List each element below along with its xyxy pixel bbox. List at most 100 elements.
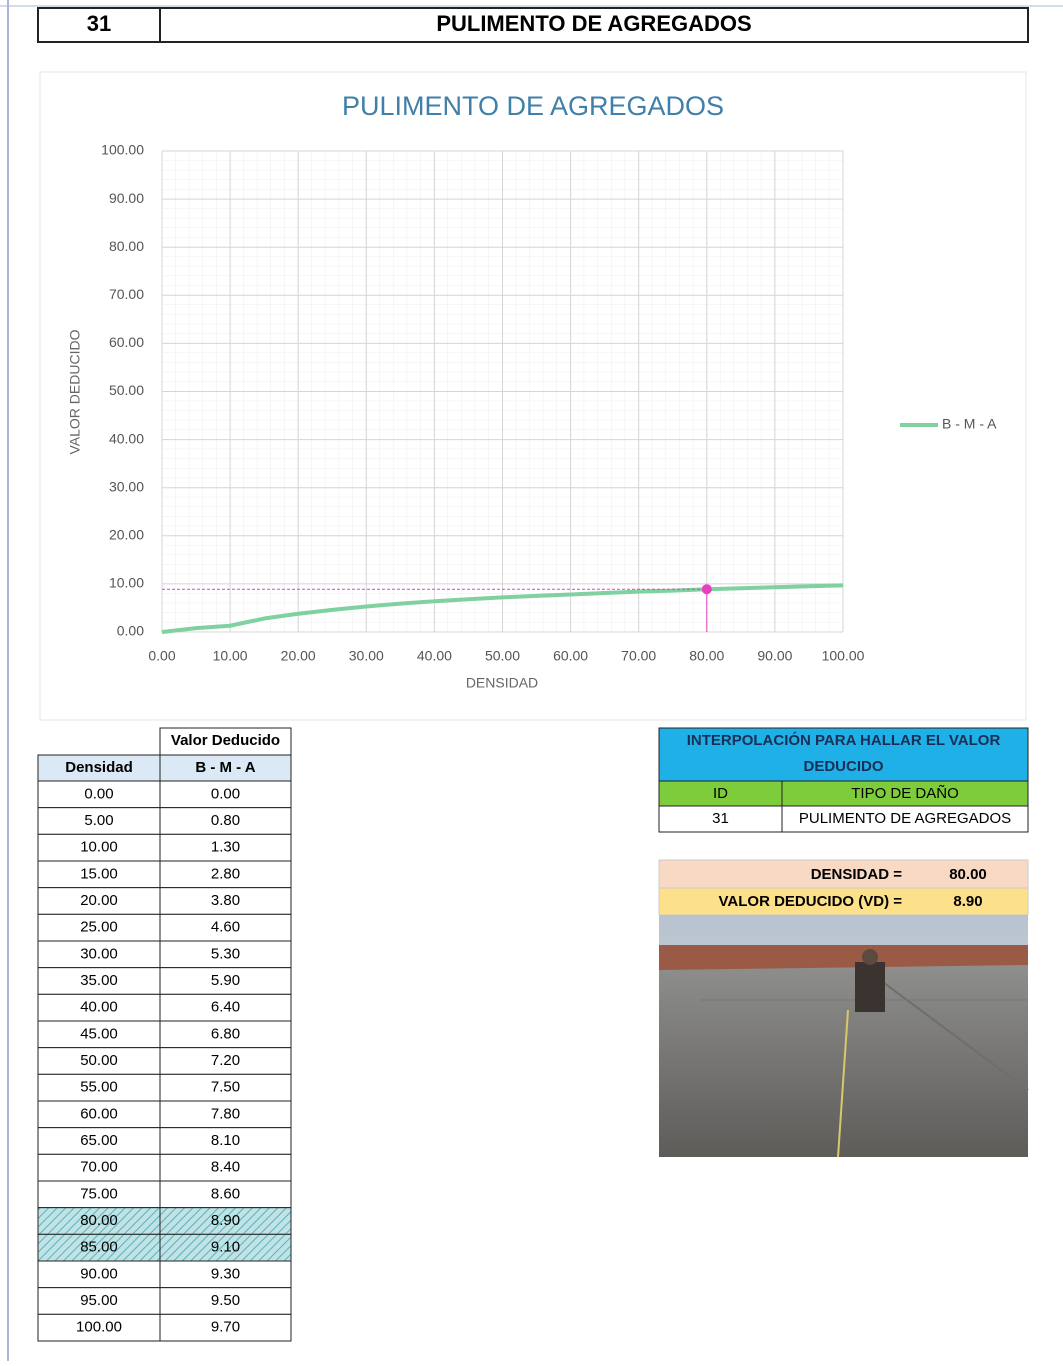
cell-text: 7.80 [211, 1105, 240, 1122]
cell-text: 8.10 [211, 1132, 240, 1149]
y-tick-label: 50.00 [109, 382, 144, 398]
interp-value: 31 [712, 810, 729, 827]
cell-text: 10.00 [80, 839, 118, 856]
header: 31 PULIMENTO DE AGREGADOS [37, 7, 1029, 43]
cell-text: 25.00 [80, 919, 118, 936]
interp-cell [658, 805, 783, 833]
photo-floor [659, 965, 1028, 1157]
cell [159, 1233, 292, 1262]
cell-text: 40.00 [80, 999, 118, 1016]
cell-text: 15.00 [80, 865, 118, 882]
cell-text: 6.40 [211, 999, 240, 1016]
header-title: PULIMENTO DE AGREGADOS [436, 11, 751, 36]
cell-text: 1.30 [211, 839, 240, 856]
cell-text: 60.00 [80, 1105, 118, 1122]
cell [159, 807, 292, 835]
column-header: Densidad [65, 759, 133, 776]
cell [159, 913, 292, 942]
cell [159, 887, 292, 915]
cell-text: 5.30 [211, 945, 240, 962]
x-tick-label: 30.00 [349, 648, 384, 664]
column-header: B - M - A [195, 759, 255, 776]
cell [159, 993, 292, 1022]
interp-title-bg [658, 727, 1029, 782]
cell [159, 1153, 292, 1182]
x-tick-label: 20.00 [281, 648, 316, 664]
x-tick-label: 50.00 [485, 648, 520, 664]
photo-wall [659, 945, 1028, 970]
vd-value: 8.90 [953, 893, 982, 910]
cell-text: 9.10 [211, 1239, 240, 1256]
y-tick-label: 90.00 [109, 190, 144, 206]
cell [37, 913, 161, 942]
x-tick-label: 90.00 [757, 648, 792, 664]
density-label: DENSIDAD = [811, 866, 903, 883]
cell-text: 8.90 [211, 1212, 240, 1229]
interp-column: TIPO DE DAÑO [851, 785, 959, 802]
cell-text: 2.80 [211, 865, 240, 882]
cell [37, 1313, 161, 1342]
cell-text: 6.80 [211, 1025, 240, 1042]
cell [37, 1127, 161, 1155]
header-cell [37, 754, 161, 782]
cell-text: 45.00 [80, 1025, 118, 1042]
cell [159, 1180, 292, 1209]
interp-title: INTERPOLACIÓN PARA HALLAR EL VALOR DEDUCI… [687, 731, 1001, 775]
cell-text: 90.00 [80, 1265, 118, 1282]
y-tick-label: 100.00 [101, 142, 144, 158]
y-axis-label: VALOR DEDUCIDO [67, 329, 83, 454]
y-tick-label: 0.00 [117, 623, 144, 639]
cell-text: 8.40 [211, 1159, 240, 1176]
legend-label: B - M - A [942, 416, 997, 432]
y-tick-label: 10.00 [109, 575, 144, 591]
header-box [37, 7, 1029, 43]
cell [37, 993, 161, 1022]
cell [159, 1207, 292, 1235]
y-tick-label: 80.00 [109, 238, 144, 254]
cell-text: 70.00 [80, 1159, 118, 1176]
cell-text: 5.00 [84, 812, 113, 829]
photo-person [855, 962, 885, 1012]
photo-tape [837, 1009, 849, 1158]
y-tick-label: 40.00 [109, 430, 144, 446]
x-tick-label: 80.00 [689, 648, 724, 664]
cell-text: 0.00 [211, 785, 240, 802]
cell [159, 1073, 292, 1102]
y-tick-label: 70.00 [109, 286, 144, 302]
x-axis-label: DENSIDAD [466, 675, 538, 691]
cell [159, 1260, 292, 1289]
cell [37, 887, 161, 915]
cell-text: 55.00 [80, 1079, 118, 1096]
cell [159, 1127, 292, 1155]
cell [37, 1287, 161, 1315]
cell-text: 65.00 [80, 1132, 118, 1149]
vd-label: VALOR DEDUCIDO (VD) = [719, 893, 903, 910]
cell-text: 30.00 [80, 945, 118, 962]
interp-value: PULIMENTO DE AGREGADOS [799, 810, 1011, 827]
photo-joint [879, 979, 1029, 1091]
cell-text: 7.50 [211, 1079, 240, 1096]
cell-text: 100.00 [76, 1319, 122, 1336]
y-tick-label: 20.00 [109, 527, 144, 543]
series-line [161, 583, 844, 634]
cell-text: 35.00 [80, 972, 118, 989]
density-value: 80.00 [949, 866, 987, 883]
cell-text: 4.60 [211, 919, 240, 936]
cell [37, 807, 161, 835]
cell-text: 9.30 [211, 1265, 240, 1282]
cell-text: 50.00 [80, 1052, 118, 1069]
header-cell [159, 754, 292, 782]
photo-head [862, 949, 878, 965]
x-tick-label: 100.00 [822, 648, 865, 664]
cell-text: 9.70 [211, 1319, 240, 1336]
table-group-header: Valor Deducido [171, 732, 280, 749]
marker-point [701, 584, 712, 595]
cell [37, 1153, 161, 1182]
y-tick-label: 60.00 [109, 334, 144, 350]
cell-text: 9.50 [211, 1292, 240, 1309]
x-tick-label: 60.00 [553, 648, 588, 664]
photo [659, 915, 1029, 1158]
cell-text: 8.60 [211, 1185, 240, 1202]
y-tick-label: 30.00 [109, 478, 144, 494]
